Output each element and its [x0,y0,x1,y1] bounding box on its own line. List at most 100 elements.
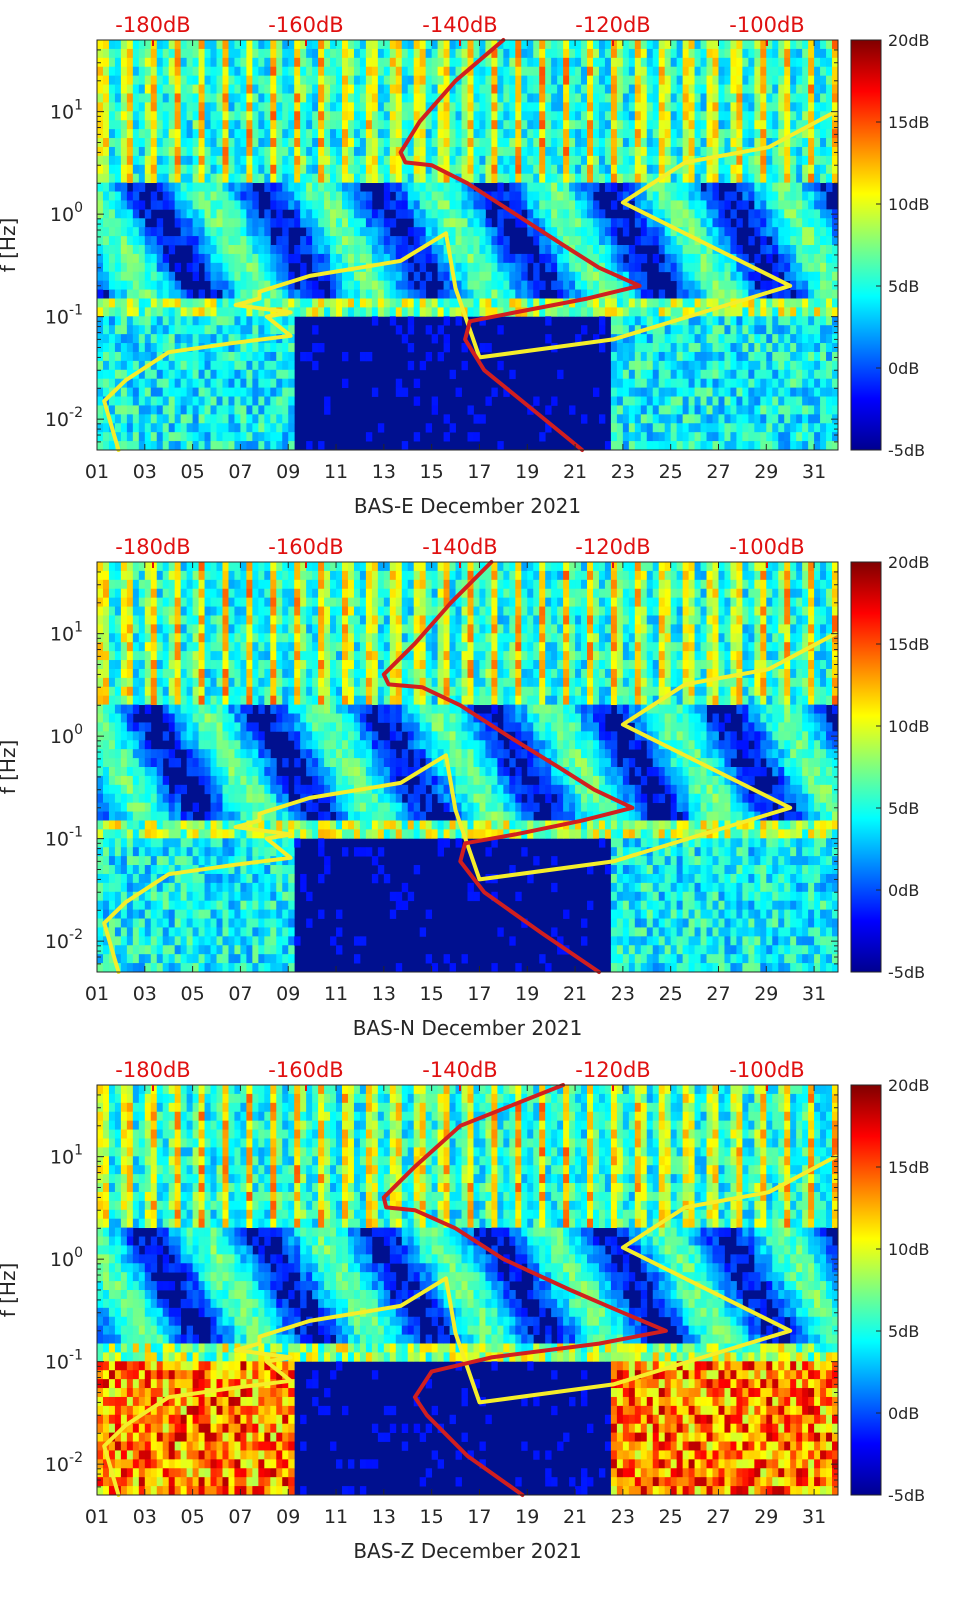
colorbar-tick-label: -5dB [888,441,925,460]
top-db-tick-label: -140dB [422,13,497,37]
x-tick-label: 17 [467,983,491,1005]
x-tick-label: 09 [276,1506,300,1528]
noise-model-curve [102,631,838,974]
x-tick-label: 07 [228,983,252,1005]
colorbar-tick-label: 15dB [888,1158,930,1177]
colorbar-tick-label: 10dB [888,1240,930,1259]
y-tick-label: 10-2 [45,1450,83,1476]
x-tick-label: 23 [611,461,635,483]
colorbar: -5dB 0dB 5dB 10dB 15dB 20dB [850,553,930,982]
x-tick-label: 13 [372,983,396,1005]
y-tick-label: 100 [50,200,83,226]
x-axis-ticks: 01 03 05 07 09 11 13 15 17 19 21 23 25 27 29 31 [85,1085,826,1528]
colorbar-gradient [850,1084,882,1496]
x-tick-label: 21 [563,983,587,1005]
top-db-tick-label: -100dB [729,535,804,559]
x-tick-label: 17 [467,461,491,483]
x-tick-label: 27 [706,1506,730,1528]
top-db-axis: -180dB -160dB -140dB -120dB -100dB [115,13,805,46]
y-axis-label: f [Hz] [0,1263,20,1318]
x-tick-label: 11 [324,461,348,483]
x-tick-label: 31 [802,983,826,1005]
y-tick-label: 10-2 [45,927,83,953]
x-tick-label: 19 [515,983,539,1005]
top-db-axis: -180dB -160dB -140dB -120dB -100dB [115,1058,805,1091]
x-tick-label: 13 [372,1506,396,1528]
colorbar-tick-label: 10dB [888,717,930,736]
top-db-axis: -180dB -160dB -140dB -120dB -100dB [115,535,805,568]
x-tick-label: 31 [802,1506,826,1528]
x-tick-label: 21 [563,1506,587,1528]
y-tick-label: 101 [50,98,83,124]
colorbar-tick-label: 15dB [888,635,930,654]
top-db-tick-label: -160dB [268,1058,343,1082]
x-axis-ticks: 01 03 05 07 09 11 13 15 17 19 21 23 25 27 29 31 [85,562,826,1005]
y-tick-label: 100 [50,1245,83,1271]
x-tick-label: 03 [133,983,157,1005]
colorbar-tick-label: 15dB [888,113,930,132]
top-db-tick-label: -140dB [422,1058,497,1082]
y-tick-label: 10-1 [45,825,83,851]
y-tick-label: 10-1 [45,303,83,329]
x-tick-label: 25 [659,1506,683,1528]
x-tick-label: 21 [563,461,587,483]
top-db-tick-label: -180dB [115,1058,190,1082]
top-db-tick-label: -100dB [729,1058,804,1082]
colorbar-tick-label: 10dB [888,195,930,214]
colorbar-tick-label: 0dB [888,1404,919,1423]
x-tick-label: 05 [181,461,205,483]
colorbar-tick-label: 5dB [888,799,919,818]
top-db-tick-label: -160dB [268,535,343,559]
colorbar-tick-label: 20dB [888,31,930,50]
median-spectrum-curve [398,38,642,452]
x-tick-label: 05 [181,983,205,1005]
x-tick-label: 01 [85,983,109,1005]
x-tick-label: 23 [611,1506,635,1528]
x-axis-label: BAS-E December 2021 [354,494,581,518]
colorbar-tick-label: -5dB [888,963,925,982]
top-db-tick-label: -120dB [575,535,650,559]
colorbar: -5dB 0dB 5dB 10dB 15dB 20dB [850,31,930,460]
x-tick-label: 19 [515,1506,539,1528]
y-axis-label: f [Hz] [0,740,20,795]
x-tick-label: 03 [133,1506,157,1528]
top-db-tick-label: -120dB [575,13,650,37]
x-tick-label: 29 [754,461,778,483]
panel-bas-e: 01 03 05 07 09 11 13 15 17 19 21 23 25 27 29 31 10-2 10-1… [0,13,930,518]
colorbar-gradient [850,39,882,451]
x-tick-label: 15 [420,461,444,483]
noise-model-curve [102,1154,838,1497]
x-tick-label: 23 [611,983,635,1005]
colorbar-tick-label: 5dB [888,277,919,296]
y-tick-label: 100 [50,722,83,748]
x-tick-label: 01 [85,461,109,483]
colorbar-gradient [850,561,882,973]
x-tick-label: 11 [324,1506,348,1528]
noise-model-curve [102,109,838,452]
y-tick-label: 10-2 [45,405,83,431]
top-db-tick-label: -120dB [575,1058,650,1082]
spectrogram-texture [97,40,839,451]
median-spectrum-curve [381,560,635,974]
top-db-tick-label: -140dB [422,535,497,559]
x-tick-label: 11 [324,983,348,1005]
x-axis-ticks: 01 03 05 07 09 11 13 15 17 19 21 23 25 27 29 31 [85,40,826,483]
x-tick-label: 15 [420,983,444,1005]
x-tick-label: 03 [133,461,157,483]
x-tick-label: 01 [85,1506,109,1528]
spectrogram-texture [97,1085,839,1496]
x-axis-label: BAS-N December 2021 [353,1016,583,1040]
top-db-tick-label: -180dB [115,535,190,559]
x-tick-label: 19 [515,461,539,483]
colorbar-tick-label: -5dB [888,1486,925,1505]
x-tick-label: 13 [372,461,396,483]
y-tick-label: 101 [50,620,83,646]
x-tick-label: 29 [754,1506,778,1528]
x-tick-label: 29 [754,983,778,1005]
y-axis-ticks: 10-2 10-1 100 101 [45,1084,838,1496]
panel-bas-z: 01 03 05 07 09 11 13 15 17 19 21 23 25 27 29 31 10-2 10-1… [0,1058,930,1563]
x-axis-label: BAS-Z December 2021 [353,1539,581,1563]
median-spectrum-curve [381,1083,668,1497]
x-tick-label: 09 [276,461,300,483]
